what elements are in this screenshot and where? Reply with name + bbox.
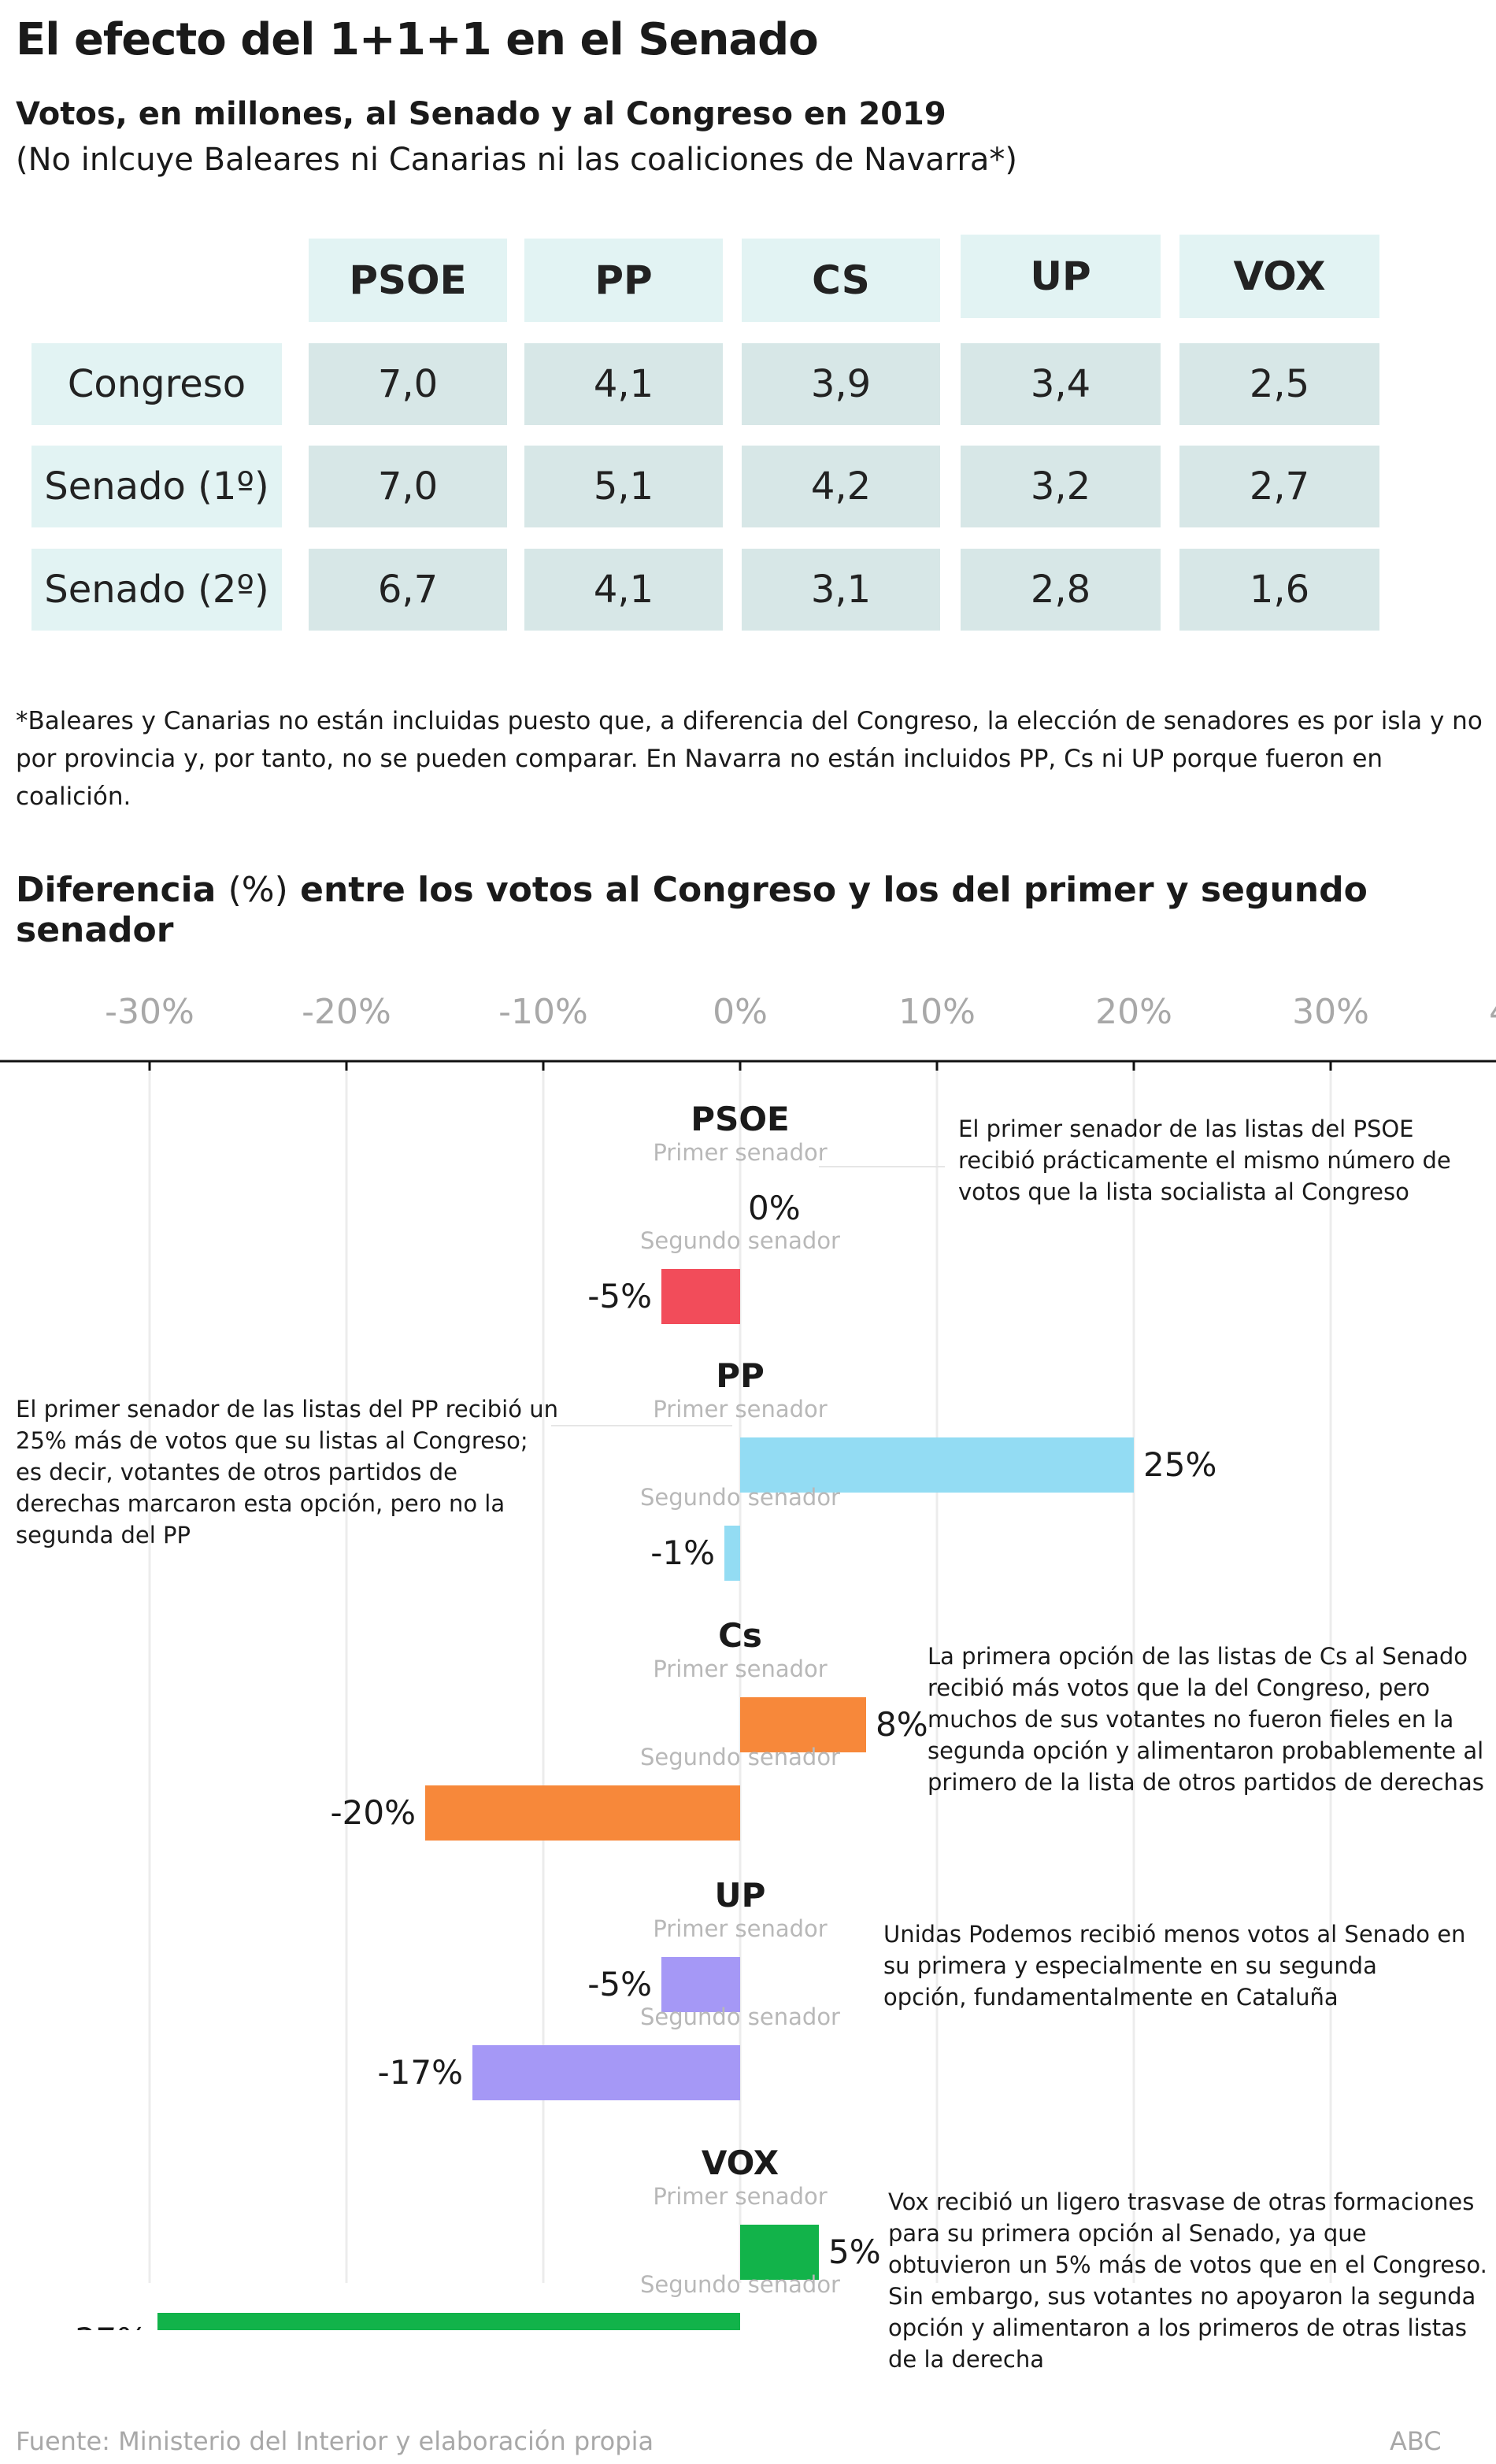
bar-sublabel: Primer senador	[653, 1139, 827, 1166]
table-header-psoe: PSOE	[309, 239, 507, 322]
annotation-up: Unidas Podemos recibió menos votos al Se…	[883, 1921, 1466, 2011]
bar-sublabel: Segundo senador	[640, 2271, 840, 2298]
x-tick-label: -10%	[498, 992, 588, 1032]
table-cell: 2,7	[1179, 446, 1379, 527]
bar-vox-primer	[740, 2225, 819, 2280]
table-cell: 7,0	[309, 446, 507, 527]
bar-sublabel: Primer senador	[653, 1656, 827, 1682]
bar-sublabel: Segundo senador	[640, 2003, 840, 2030]
bar-value-label: 25%	[1143, 1445, 1216, 1484]
table-row-label-senado-2: Senado (2º)	[31, 549, 282, 631]
bar-pp-primer	[740, 1437, 1134, 1493]
table-header-up: UP	[961, 235, 1161, 318]
chart-title-part2: (%)	[228, 870, 288, 910]
bar-sublabel: Segundo senador	[640, 1484, 840, 1511]
group-label-vox: VOX	[702, 2144, 779, 2182]
table-row-label-senado-1: Senado (1º)	[31, 446, 282, 527]
annotation-cs: La primera opción de las listas de Cs al…	[928, 1643, 1484, 1796]
table-cell: 4,1	[524, 343, 723, 425]
bar-vox-segundo	[157, 2313, 740, 2330]
x-tick-label: 20%	[1095, 992, 1172, 1032]
bar-cs-primer	[740, 1697, 866, 1752]
diverging-bar-chart: -40%-30%-20%-10%0%10%20%30%40%PSOEPrimer…	[0, 992, 1496, 2330]
bar-pp-segundo	[724, 1526, 740, 1581]
x-tick-label: 40%	[1489, 992, 1496, 1032]
bar-sublabel: Primer senador	[653, 1396, 827, 1423]
table-cell: 3,1	[742, 549, 940, 631]
table-cell: 3,2	[961, 446, 1161, 527]
bar-value-label: -1%	[650, 1534, 715, 1572]
subtitle: Votos, en millones, al Senado y al Congr…	[16, 96, 946, 132]
bar-value-label: -20%	[330, 1793, 416, 1832]
bar-value-label: 5%	[828, 2233, 881, 2271]
main-title: El efecto del 1+1+1 en el Senado	[16, 14, 819, 65]
group-label-up: UP	[715, 1876, 766, 1915]
x-tick-label: 0%	[713, 992, 768, 1032]
brand-label: ABC	[1390, 2426, 1442, 2456]
group-label-cs: Cs	[718, 1616, 762, 1655]
bar-value-label: -5%	[587, 1965, 652, 2003]
x-tick-label: -20%	[302, 992, 391, 1032]
table-row-label-congreso: Congreso	[31, 343, 282, 425]
bar-value-label: -37%	[62, 2321, 148, 2330]
bar-sublabel: Primer senador	[653, 2183, 827, 2210]
chart-title-part3: entre los votos al Congreso y los del pr…	[16, 870, 1368, 950]
subtitle-note: (No inlcuye Baleares ni Canarias ni las …	[16, 142, 1017, 178]
table-header-cs: CS	[742, 239, 940, 322]
bar-value-label: -17%	[377, 2053, 463, 2092]
table-header-vox: VOX	[1179, 235, 1379, 318]
footnote: *Baleares y Canarias no están incluidas …	[16, 707, 1483, 811]
bar-sublabel: Segundo senador	[640, 1744, 840, 1770]
annotation-vox: Vox recibió un ligero trasvase de otras …	[888, 2188, 1487, 2373]
x-tick-label: -30%	[105, 992, 194, 1032]
chart-title: Diferencia (%) entre los votos al Congre…	[16, 870, 1496, 950]
bar-value-label: 8%	[876, 1705, 928, 1744]
table-cell: 4,1	[524, 549, 723, 631]
bar-value-label: -5%	[587, 1277, 652, 1315]
annotation-psoe: El primer senador de las listas del PSOE…	[958, 1115, 1451, 1205]
bar-up-primer	[661, 1957, 740, 2012]
x-tick-label: 10%	[898, 992, 976, 1032]
bar-sublabel: Segundo senador	[640, 1227, 840, 1254]
x-tick-label: 30%	[1292, 992, 1369, 1032]
table-cell: 2,5	[1179, 343, 1379, 425]
table-cell: 3,4	[961, 343, 1161, 425]
group-label-pp: PP	[716, 1356, 765, 1395]
group-label-psoe: PSOE	[691, 1100, 789, 1138]
bar-up-segundo	[472, 2045, 740, 2100]
table-cell: 5,1	[524, 446, 723, 527]
source-credit: Fuente: Ministerio del Interior y elabor…	[16, 2426, 654, 2456]
chart-title-part1: Diferencia	[16, 870, 217, 910]
table-cell: 6,7	[309, 549, 507, 631]
bar-sublabel: Primer senador	[653, 1915, 827, 1942]
table-cell: 2,8	[961, 549, 1161, 631]
bar-cs-segundo	[425, 1785, 740, 1841]
table-cell: 4,2	[742, 446, 940, 527]
bar-value-label: 0%	[748, 1189, 801, 1227]
table-cell: 7,0	[309, 343, 507, 425]
table-cell: 1,6	[1179, 549, 1379, 631]
table-cell: 3,9	[742, 343, 940, 425]
bar-psoe-segundo	[661, 1269, 740, 1324]
annotation-pp: El primer senador de las listas del PP r…	[16, 1396, 558, 1548]
table-header-pp: PP	[524, 239, 723, 322]
